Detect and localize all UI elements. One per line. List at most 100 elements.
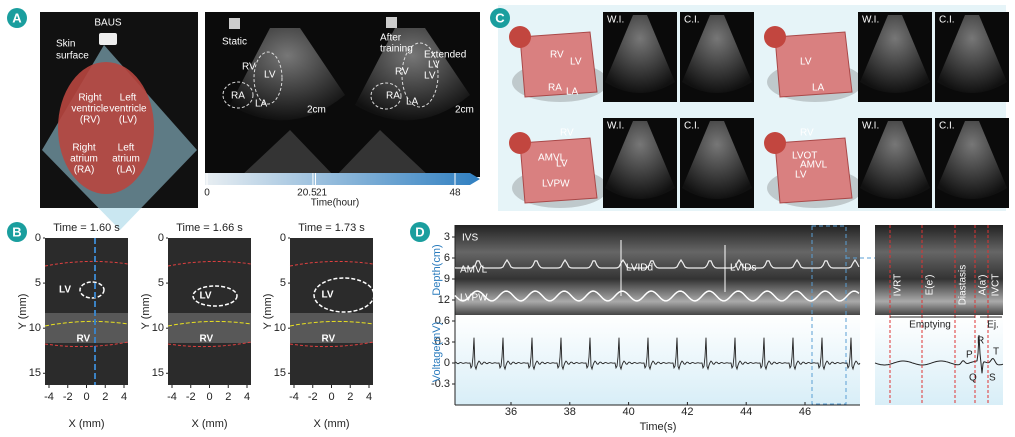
y-tick-label: -0.3 bbox=[431, 378, 450, 390]
panel-badge bbox=[410, 222, 430, 242]
projection bbox=[240, 130, 335, 177]
x-tick-label: 44 bbox=[740, 406, 752, 418]
ultrasound-image bbox=[45, 238, 128, 385]
ultrasound-sector bbox=[860, 15, 930, 93]
projection bbox=[335, 130, 430, 177]
chamber-label: LA bbox=[406, 97, 419, 108]
chamber-label: (LA) bbox=[117, 165, 136, 176]
x-tick-label: 42 bbox=[681, 406, 693, 418]
structure-label: LVOT bbox=[792, 151, 817, 162]
ultrasound-sector bbox=[605, 15, 675, 93]
y-axis-label: Depth(cm) bbox=[431, 244, 443, 295]
structure-label: LV bbox=[570, 57, 582, 68]
boundary bbox=[289, 260, 374, 267]
frame-title: Time = 1.60 s bbox=[53, 222, 120, 234]
heart-model bbox=[58, 62, 154, 194]
heart-section bbox=[774, 137, 853, 204]
panel-badge bbox=[7, 8, 27, 28]
heart-section bbox=[774, 31, 853, 98]
ultrasound-image bbox=[168, 238, 251, 385]
y-tick-label: 10 bbox=[274, 322, 286, 334]
x-axis-label: X (mm) bbox=[313, 418, 349, 430]
x-axis-label: X (mm) bbox=[68, 418, 104, 430]
y-tick-label: 15 bbox=[29, 367, 41, 379]
ultrasound-sector bbox=[355, 28, 470, 121]
chamber-label: ventricle bbox=[71, 104, 109, 115]
x-tick-label: 0 bbox=[328, 391, 334, 403]
chamber-label: RV bbox=[242, 62, 256, 73]
chamber-label: ventricle bbox=[109, 104, 147, 115]
probe bbox=[99, 33, 117, 45]
chamber-label: Left bbox=[118, 143, 135, 154]
chamber-label: LV bbox=[428, 60, 440, 71]
panel-label: B bbox=[12, 224, 21, 239]
heart-section bbox=[519, 31, 598, 98]
image-type-label: W.I. bbox=[862, 15, 879, 26]
structure-label: RA bbox=[548, 83, 562, 94]
phase-label: Diastasis bbox=[958, 265, 969, 306]
heart-section bbox=[519, 137, 598, 204]
structure-label: RV bbox=[560, 128, 574, 139]
panel-label: D bbox=[415, 224, 424, 239]
icon bbox=[229, 18, 240, 29]
structure-label: LV bbox=[800, 57, 812, 68]
x-tick-label: 2 bbox=[102, 391, 108, 403]
image-type-label: C.I. bbox=[939, 15, 955, 26]
structure-label: LA bbox=[812, 83, 825, 94]
structure-label: AMVL bbox=[800, 160, 828, 171]
ultrasound-sector bbox=[605, 121, 675, 199]
x-tick-label: -4 bbox=[167, 391, 177, 403]
outline bbox=[253, 51, 283, 105]
timeline bbox=[205, 173, 480, 185]
boundary bbox=[289, 341, 374, 348]
boundary bbox=[167, 260, 252, 267]
x-tick-label: 38 bbox=[564, 406, 576, 418]
timeline-tick-label: 48 bbox=[449, 188, 461, 199]
ultrasound-sector bbox=[682, 121, 752, 199]
wave-label: Q bbox=[969, 373, 977, 384]
structure-label: LV bbox=[795, 170, 807, 181]
phase-label: IVRT bbox=[893, 274, 904, 297]
wall-trace bbox=[454, 258, 860, 269]
chamber-label: RV bbox=[77, 334, 91, 345]
chamber-label: RV bbox=[395, 67, 409, 78]
x-tick-label: 4 bbox=[121, 391, 127, 403]
y-tick-label: 6 bbox=[444, 252, 450, 264]
ultrasound-sector bbox=[860, 121, 930, 199]
ecg-zoom-trace bbox=[874, 334, 1004, 374]
skin-label: surface bbox=[56, 51, 89, 62]
x-tick-label: -4 bbox=[289, 391, 299, 403]
image-type-label: C.I. bbox=[939, 121, 955, 132]
y-tick-label: 10 bbox=[29, 322, 41, 334]
y-axis-label: Voltage(mV) bbox=[431, 322, 443, 383]
structure-label: LVPW bbox=[542, 179, 570, 190]
y-axis-label: Y (mm) bbox=[262, 294, 274, 330]
icon bbox=[386, 17, 397, 28]
x-tick-label: 46 bbox=[799, 406, 811, 418]
ultrasound-image bbox=[290, 238, 373, 385]
y-tick-label: 0 bbox=[444, 357, 450, 369]
tissue-band bbox=[290, 313, 373, 343]
ultrasound-sector bbox=[230, 28, 345, 121]
panel-a: A BAUS Skin surface Right ventricle (RV)… bbox=[7, 8, 480, 230]
x-tick-label: 2 bbox=[347, 391, 353, 403]
x-tick-label: -2 bbox=[63, 391, 73, 403]
chamber-label: RV bbox=[322, 334, 336, 345]
structure-label: AMVL bbox=[538, 153, 566, 164]
chamber-label: (RV) bbox=[80, 115, 100, 126]
ecg-background bbox=[455, 315, 860, 405]
wave-label: R bbox=[977, 336, 984, 347]
timeline-tick-label: 0 bbox=[204, 188, 210, 199]
chamber-label: LV bbox=[200, 291, 212, 302]
chamber-label: (LV) bbox=[119, 115, 137, 126]
image-type-label: W.I. bbox=[607, 121, 624, 132]
structure-label: LVPW bbox=[460, 293, 488, 304]
x-axis-label: Time(s) bbox=[640, 421, 677, 433]
wave-label: T bbox=[993, 347, 999, 358]
wall-trace bbox=[454, 290, 860, 302]
image-type-label: C.I. bbox=[684, 121, 700, 132]
phase-span-label: Emptying bbox=[909, 320, 951, 331]
